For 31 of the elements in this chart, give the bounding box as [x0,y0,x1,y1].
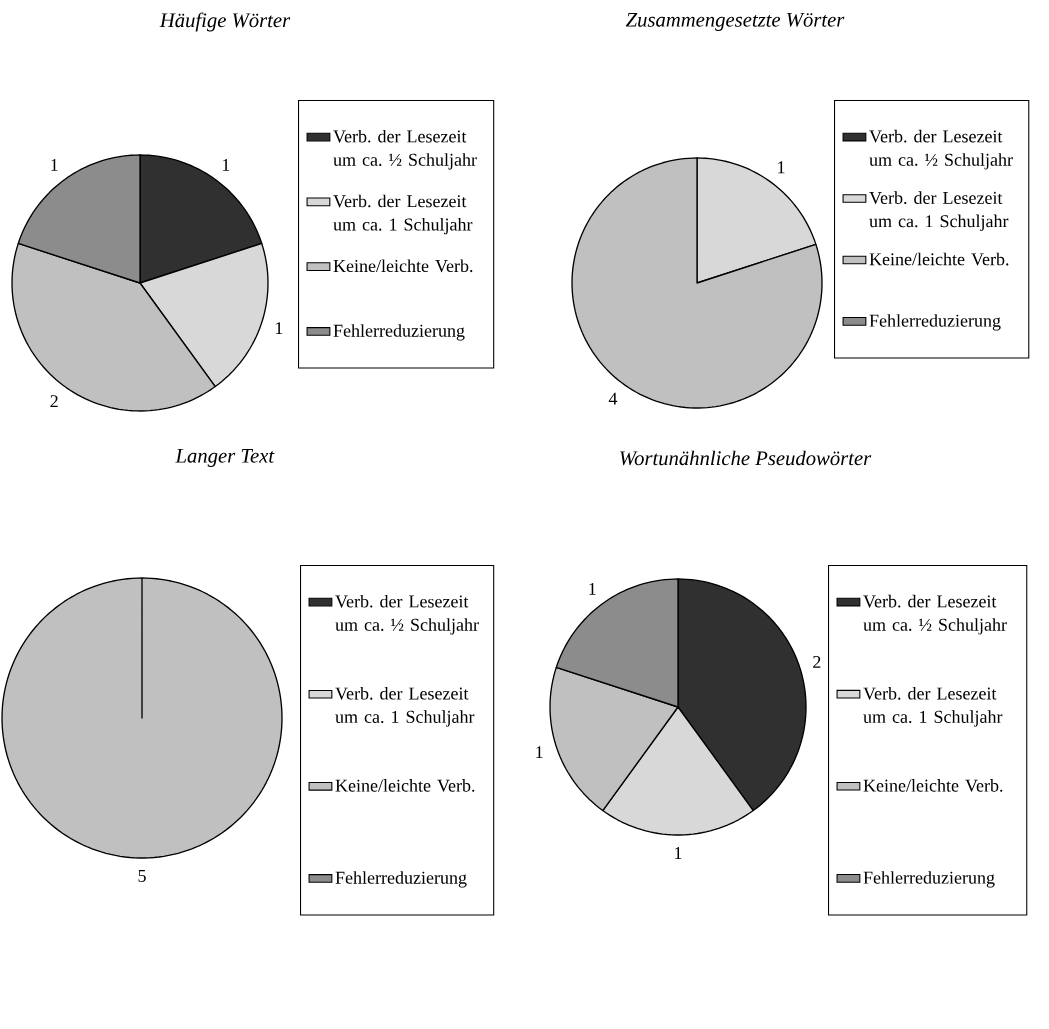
legend-label: Fehlerreduzierung [869,314,1001,331]
data-label: 1 [675,847,682,859]
legend-label: Fehlerreduzierung [333,324,465,341]
chart-title: Häufige Wörter [159,12,291,32]
legend-label: Verb. der Lesezeit um ca. 1 Schuljahr [333,194,473,235]
legend-label: Keine/leichte Verb. [869,252,1009,266]
data-label: 1 [275,322,283,335]
data-label: 4 [608,392,618,405]
legend-label: Verb. der Lesezeit um ca. ½ Schuljahr [863,594,1007,635]
data-label: 1 [589,582,596,595]
chart-title: Zusammengesetzte Wörter [625,13,845,31]
data-label: 1 [51,158,58,171]
data-label: 2 [813,655,821,668]
data-label: 1 [536,746,543,759]
legend-label: Fehlerreduzierung [863,871,995,888]
legend-label: Verb. der Lesezeit um ca. 1 Schuljahr [869,191,1009,231]
data-label: 1 [778,161,785,174]
legend-label: Fehlerreduzierung [335,871,467,888]
legend-label: Verb. der Lesezeit um ca. ½ Schuljahr [333,129,477,170]
data-label: 2 [50,395,58,408]
legend-label: Verb. der Lesezeit um ca. 1 Schuljahr [863,686,1003,727]
chart-title: Wortunähnliche Pseudowörter [620,450,872,466]
legend-label: Keine/leichte Verb. [333,259,473,273]
chart-title: Langer Text [175,449,275,467]
legend-label: Verb. der Lesezeit um ca. ½ Schuljahr [869,129,1013,170]
legend-label: Verb. der Lesezeit um ca. 1 Schuljahr [335,686,475,727]
legend-label: Verb. der Lesezeit um ca. ½ Schuljahr [335,594,479,635]
data-label: 5 [138,870,146,882]
data-label: 1 [222,158,230,171]
legend-label: Keine/leichte Verb. [863,779,1003,792]
legend-label: Keine/leichte Verb. [335,779,475,792]
